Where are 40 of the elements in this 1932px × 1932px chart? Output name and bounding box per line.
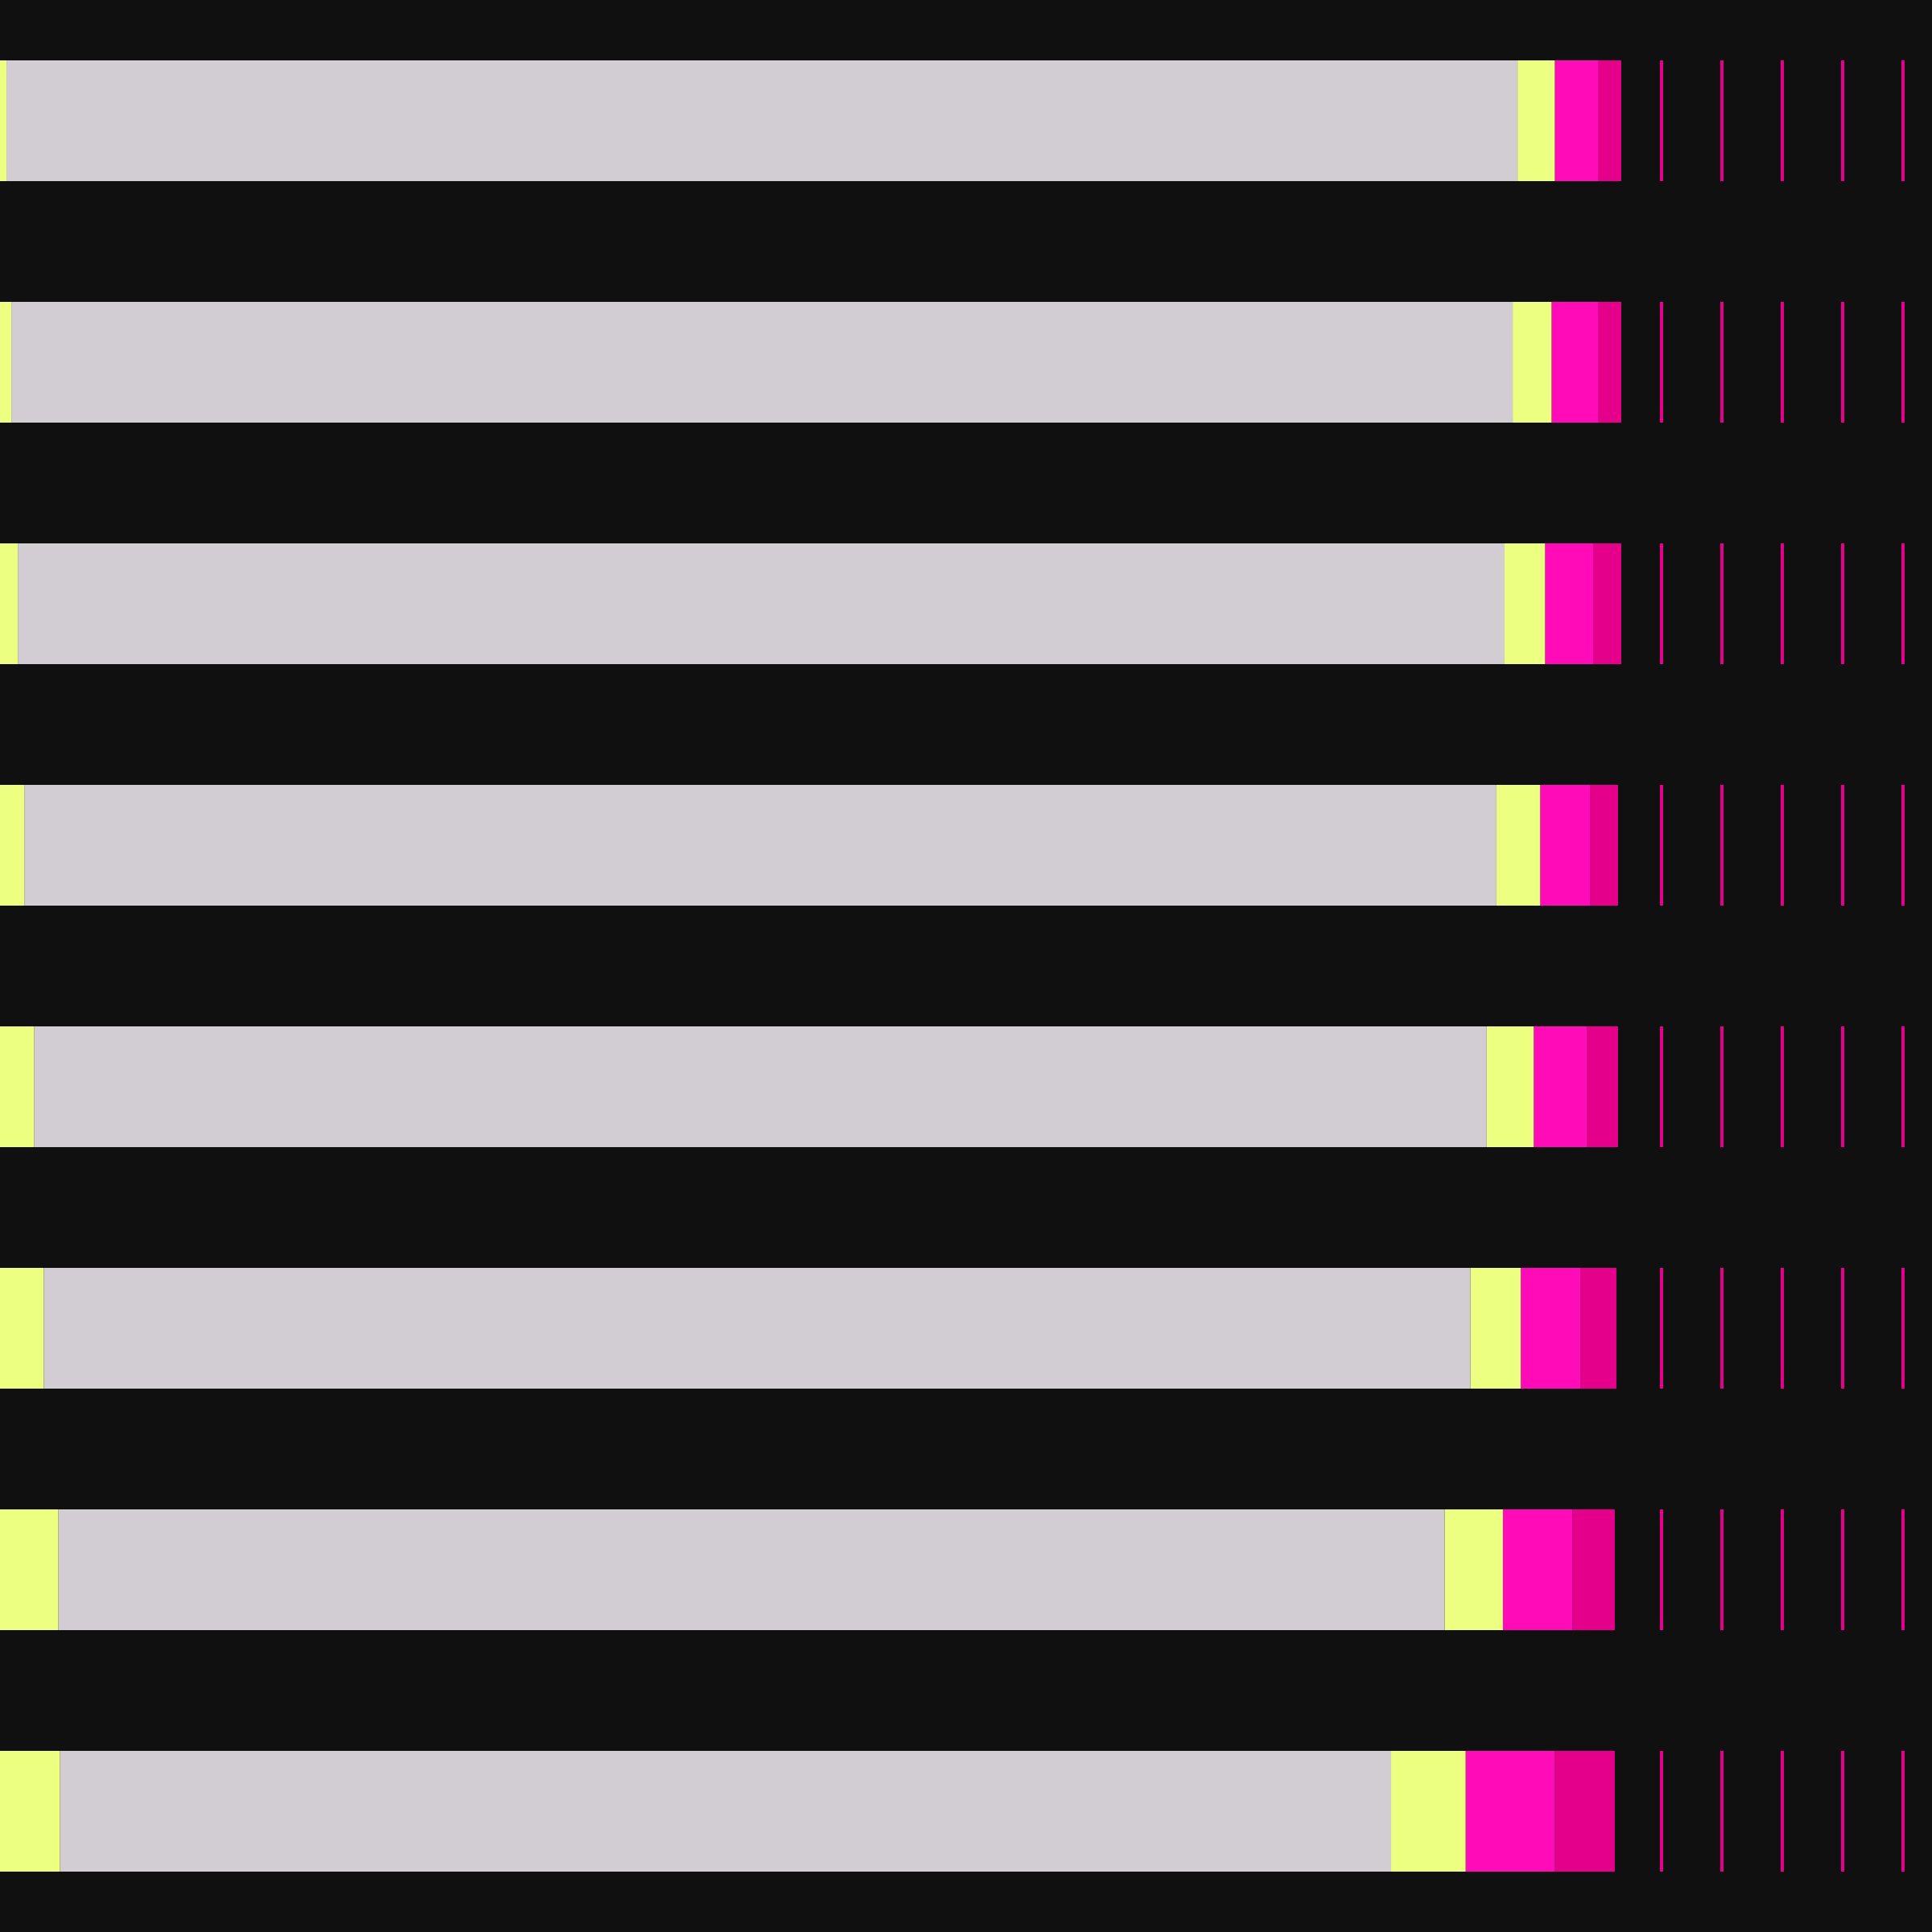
bar bbox=[24, 785, 1496, 906]
bar bbox=[60, 1751, 1392, 1872]
bar bbox=[43, 1268, 1471, 1389]
bar bbox=[0, 1268, 44, 1389]
bar bbox=[1504, 543, 1546, 664]
bar bbox=[1587, 1026, 1618, 1147]
bar bbox=[1470, 1268, 1521, 1389]
bar bbox=[0, 1751, 60, 1872]
bar bbox=[1554, 1751, 1615, 1872]
bar bbox=[1496, 785, 1541, 906]
bar bbox=[1502, 1509, 1573, 1630]
bar bbox=[1551, 302, 1599, 423]
bar bbox=[1513, 302, 1552, 423]
bar bbox=[1590, 785, 1618, 906]
bar bbox=[1444, 1509, 1503, 1630]
bar bbox=[1598, 302, 1621, 423]
bar bbox=[1580, 1268, 1616, 1389]
bar bbox=[1545, 543, 1594, 664]
bar bbox=[1534, 1026, 1587, 1147]
bar bbox=[1572, 1509, 1615, 1630]
bar bbox=[58, 1509, 1445, 1630]
bar bbox=[0, 302, 12, 423]
bar bbox=[1554, 60, 1599, 181]
bar bbox=[1391, 1751, 1466, 1872]
bar bbox=[0, 60, 7, 181]
bar bbox=[1540, 785, 1591, 906]
bar bbox=[1521, 1268, 1581, 1389]
bar bbox=[0, 785, 25, 906]
bar bbox=[1517, 60, 1555, 181]
bar bbox=[6, 60, 1518, 181]
bar bbox=[0, 1509, 59, 1630]
bar bbox=[0, 543, 19, 664]
bar bbox=[0, 1026, 35, 1147]
bar bbox=[34, 1026, 1487, 1147]
bar bbox=[1486, 1026, 1534, 1147]
bar bbox=[1598, 60, 1621, 181]
bar bbox=[1465, 1751, 1555, 1872]
bar bbox=[18, 543, 1505, 664]
bar bbox=[11, 302, 1513, 423]
bar bbox=[1593, 543, 1621, 664]
